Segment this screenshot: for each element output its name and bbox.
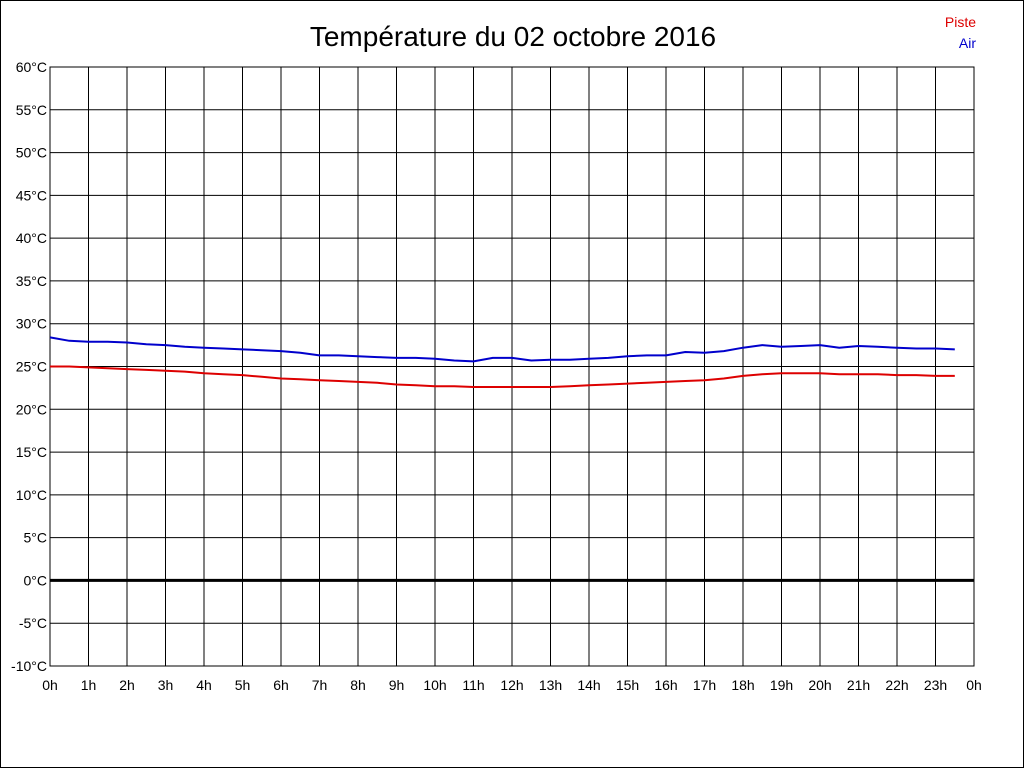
- y-tick-label: 10°C: [16, 487, 47, 503]
- x-tick-label: 20h: [808, 677, 831, 693]
- y-tick-label: -5°C: [19, 615, 47, 631]
- y-tick-label: 0°C: [24, 572, 48, 588]
- x-tick-label: 9h: [389, 677, 405, 693]
- x-tick-label: 4h: [196, 677, 212, 693]
- x-tick-label: 18h: [731, 677, 754, 693]
- y-axis-ticks: 60°C 55°C 50°C 45°C 40°C 35°C 30°C 25°C 20°C 15°C…: [11, 59, 47, 674]
- x-axis-ticks: 0h 1h 2h 3h 4h 5h 6h 7h 8h 9h 10h 11h 12h 13h 14h 15h 16…: [42, 677, 982, 693]
- x-tick-label: 23h: [924, 677, 947, 693]
- x-tick-label: 0h: [966, 677, 982, 693]
- x-tick-label: 11h: [462, 677, 484, 693]
- y-tick-label: 40°C: [16, 230, 47, 246]
- x-tick-label: 10h: [423, 677, 446, 693]
- x-tick-label: 16h: [654, 677, 677, 693]
- x-tick-label: 0h: [42, 677, 58, 693]
- x-tick-label: 19h: [770, 677, 793, 693]
- x-tick-label: 6h: [273, 677, 289, 693]
- x-tick-label: 17h: [693, 677, 716, 693]
- legend-entry-air: Air: [959, 35, 976, 51]
- x-tick-label: 5h: [235, 677, 251, 693]
- y-tick-label: -10°C: [11, 658, 47, 674]
- legend-entry-piste: Piste: [945, 14, 976, 30]
- x-tick-label: 1h: [81, 677, 97, 693]
- x-tick-label: 12h: [500, 677, 523, 693]
- y-tick-label: 35°C: [16, 273, 47, 289]
- x-tick-label: 7h: [312, 677, 328, 693]
- x-tick-label: 21h: [847, 677, 870, 693]
- y-tick-label: 30°C: [16, 316, 47, 332]
- grid-lines: [49, 66, 975, 667]
- y-tick-label: 45°C: [16, 187, 47, 203]
- y-tick-label: 5°C: [24, 530, 48, 546]
- x-tick-label: 3h: [158, 677, 174, 693]
- x-tick-label: 13h: [539, 677, 562, 693]
- x-tick-label: 15h: [616, 677, 639, 693]
- x-tick-label: 22h: [885, 677, 908, 693]
- y-tick-label: 60°C: [16, 59, 47, 75]
- y-tick-label: 50°C: [16, 145, 47, 161]
- x-tick-label: 14h: [577, 677, 600, 693]
- series-line-piste: [50, 365, 955, 388]
- series-line-air: [49, 336, 955, 363]
- y-tick-label: 20°C: [16, 401, 47, 417]
- series-lines: [49, 336, 955, 388]
- chart-title: Température du 02 octobre 2016: [310, 21, 716, 52]
- y-tick-label: 25°C: [16, 359, 47, 375]
- y-tick-label: 55°C: [16, 102, 47, 118]
- legend: Piste Air: [945, 14, 976, 51]
- y-tick-label: 15°C: [16, 444, 47, 460]
- x-tick-label: 2h: [119, 677, 135, 693]
- x-tick-label: 8h: [350, 677, 366, 693]
